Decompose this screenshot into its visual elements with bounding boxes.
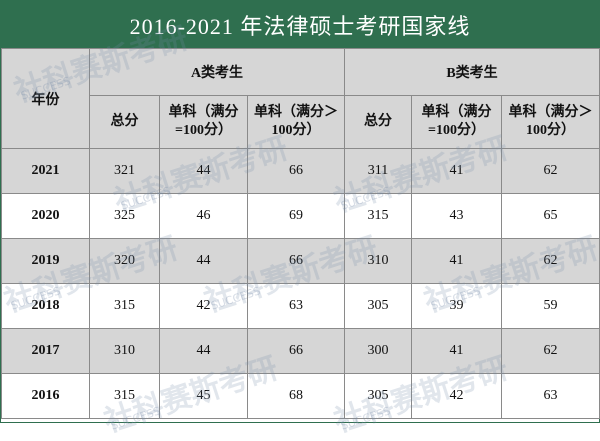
score-cell: 321 — [89, 148, 160, 194]
score-cell: 62 — [500, 328, 600, 374]
score-cell: 65 — [500, 193, 600, 239]
score-cell: 300 — [344, 328, 412, 374]
score-cell: 68 — [247, 373, 345, 419]
year-cell: 2021 — [1, 148, 90, 194]
table-row: 2020 325 46 69 315 43 65 — [1, 193, 600, 239]
column-header: 总分 — [89, 95, 160, 149]
score-cell: 62 — [500, 148, 600, 194]
score-cell: 63 — [500, 373, 600, 419]
score-cell: 325 — [89, 193, 160, 239]
column-header: 单科（满分＞100分） — [247, 95, 345, 149]
column-header: 总分 — [344, 95, 412, 149]
group-header: A类考生 — [89, 48, 345, 96]
score-cell: 41 — [411, 328, 502, 374]
score-cell: 320 — [89, 238, 160, 284]
year-cell: 2016 — [1, 373, 90, 419]
score-cell: 63 — [247, 283, 345, 329]
score-cell: 59 — [500, 283, 600, 329]
table-row: 2017 310 44 66 300 41 62 — [1, 328, 600, 374]
group-header: B类考生 — [343, 48, 600, 96]
table-row: 2019 320 44 66 310 41 62 — [1, 238, 600, 284]
score-cell: 41 — [411, 238, 502, 284]
score-cell: 66 — [247, 238, 345, 284]
score-cell: 42 — [411, 373, 502, 419]
score-cell: 310 — [89, 328, 160, 374]
column-header: 单科（满分＞100分） — [500, 95, 600, 149]
year-cell: 2017 — [1, 328, 90, 374]
table-card: 2016-2021 年法律硕士考研国家线 年份 A类考生 B类考生 总分 单科（满… — [0, 0, 600, 423]
year-cell: 2019 — [1, 238, 90, 284]
table-row: 2018 315 42 63 305 39 59 — [1, 283, 600, 329]
score-cell: 44 — [159, 328, 248, 374]
data-table: 年份 A类考生 B类考生 总分 单科（满分=100分） 单科（满分＞100分） 总分单… — [1, 48, 600, 419]
score-cell: 315 — [89, 283, 160, 329]
score-cell: 46 — [159, 193, 248, 239]
score-cell: 305 — [344, 373, 412, 419]
column-header: 单科（满分=100分） — [411, 95, 502, 149]
score-cell: 310 — [344, 238, 412, 284]
score-cell: 42 — [159, 283, 248, 329]
score-cell: 41 — [411, 148, 502, 194]
year-cell: 2020 — [1, 193, 90, 239]
score-cell: 69 — [247, 193, 345, 239]
table-row: 2016 315 45 68 305 42 63 — [1, 373, 600, 419]
column-header: 单科（满分=100分） — [159, 95, 248, 149]
table-title: 2016-2021 年法律硕士考研国家线 — [1, 1, 599, 48]
score-cell: 44 — [159, 238, 248, 284]
score-cell: 66 — [247, 328, 345, 374]
score-cell: 315 — [89, 373, 160, 419]
score-cell: 315 — [344, 193, 412, 239]
score-cell: 39 — [411, 283, 502, 329]
score-cell: 43 — [411, 193, 502, 239]
table-row: 2021 321 44 66 311 41 62 — [1, 148, 600, 194]
year-header: 年份 — [1, 48, 90, 149]
score-cell: 44 — [159, 148, 248, 194]
score-cell: 45 — [159, 373, 248, 419]
score-cell: 305 — [344, 283, 412, 329]
score-cell: 62 — [500, 238, 600, 284]
score-cell: 311 — [344, 148, 412, 194]
score-cell: 66 — [247, 148, 345, 194]
year-cell: 2018 — [1, 283, 90, 329]
